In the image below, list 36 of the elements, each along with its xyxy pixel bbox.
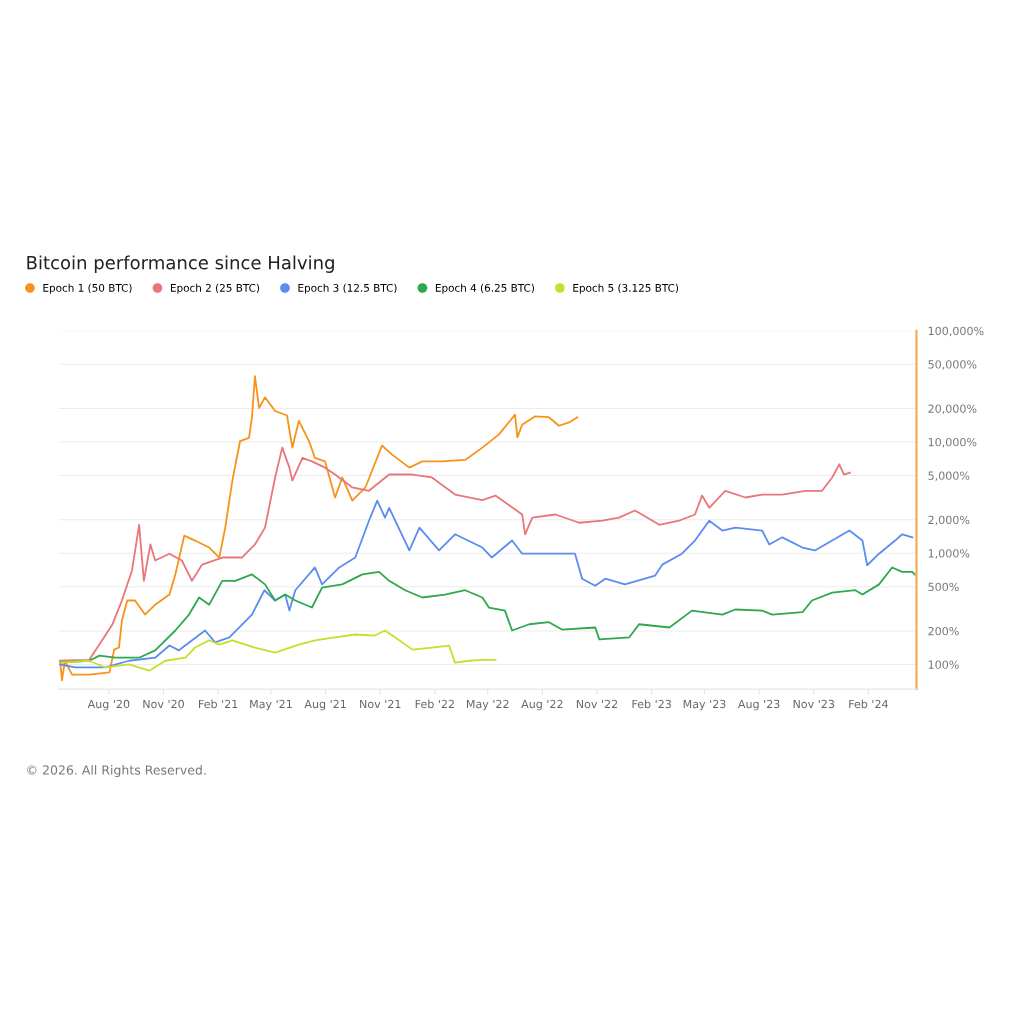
x-tick-label: Feb '24 — [849, 699, 888, 709]
legend-label: Epoch 3 (12.5 BTC) — [298, 283, 397, 294]
legend-label: Epoch 5 (3.125 BTC) — [573, 283, 679, 294]
y-tick-label: 200% — [928, 626, 959, 636]
x-tick-label: Nov '21 — [360, 699, 401, 709]
y-tick-label: 100,000% — [928, 326, 984, 337]
y-tick-label: 500% — [928, 582, 959, 592]
line-series — [59, 499, 914, 669]
x-tick-label: Feb '21 — [199, 699, 238, 709]
y-tick-label: 50,000% — [928, 360, 977, 370]
x-tick-label: Aug '20 — [87, 699, 130, 711]
y-tick-label: 1,000% — [928, 549, 970, 559]
y-tick-label: 5,000% — [928, 471, 970, 481]
x-tick-label: May '23 — [683, 699, 726, 711]
line-series — [59, 446, 851, 662]
x-tick-label: Nov '22 — [576, 699, 618, 709]
y-tick-label: 2,000% — [928, 515, 970, 526]
x-tick-label: May '22 — [466, 699, 509, 711]
y-tick-label: 10,000% — [928, 437, 977, 448]
x-tick-label: May '21 — [250, 699, 292, 711]
x-tick-label: Feb '23 — [632, 699, 671, 709]
x-tick-label: Aug '22 — [521, 699, 563, 711]
x-tick-label: Aug '21 — [304, 699, 346, 711]
y-tick-label: 100% — [928, 660, 959, 669]
x-tick-label: Feb '22 — [415, 699, 454, 709]
x-tick-label: Nov '20 — [143, 699, 184, 709]
x-tick-label: Nov '23 — [793, 699, 835, 709]
text: © 2026. All Rights Reserved. — [27, 765, 206, 778]
legend-label: Epoch 2 (25 BTC) — [170, 283, 260, 294]
legend-label: Epoch 1 (50 BTC) — [43, 283, 132, 294]
line-series — [59, 375, 579, 682]
legend-label: Epoch 4 (6.25 BTC) — [435, 283, 534, 294]
chart-title: Bitcoin performance since Halving — [27, 255, 334, 273]
x-tick-label: Aug '23 — [737, 699, 780, 711]
line-series — [59, 629, 497, 672]
y-tick-label: 20,000% — [928, 404, 977, 415]
